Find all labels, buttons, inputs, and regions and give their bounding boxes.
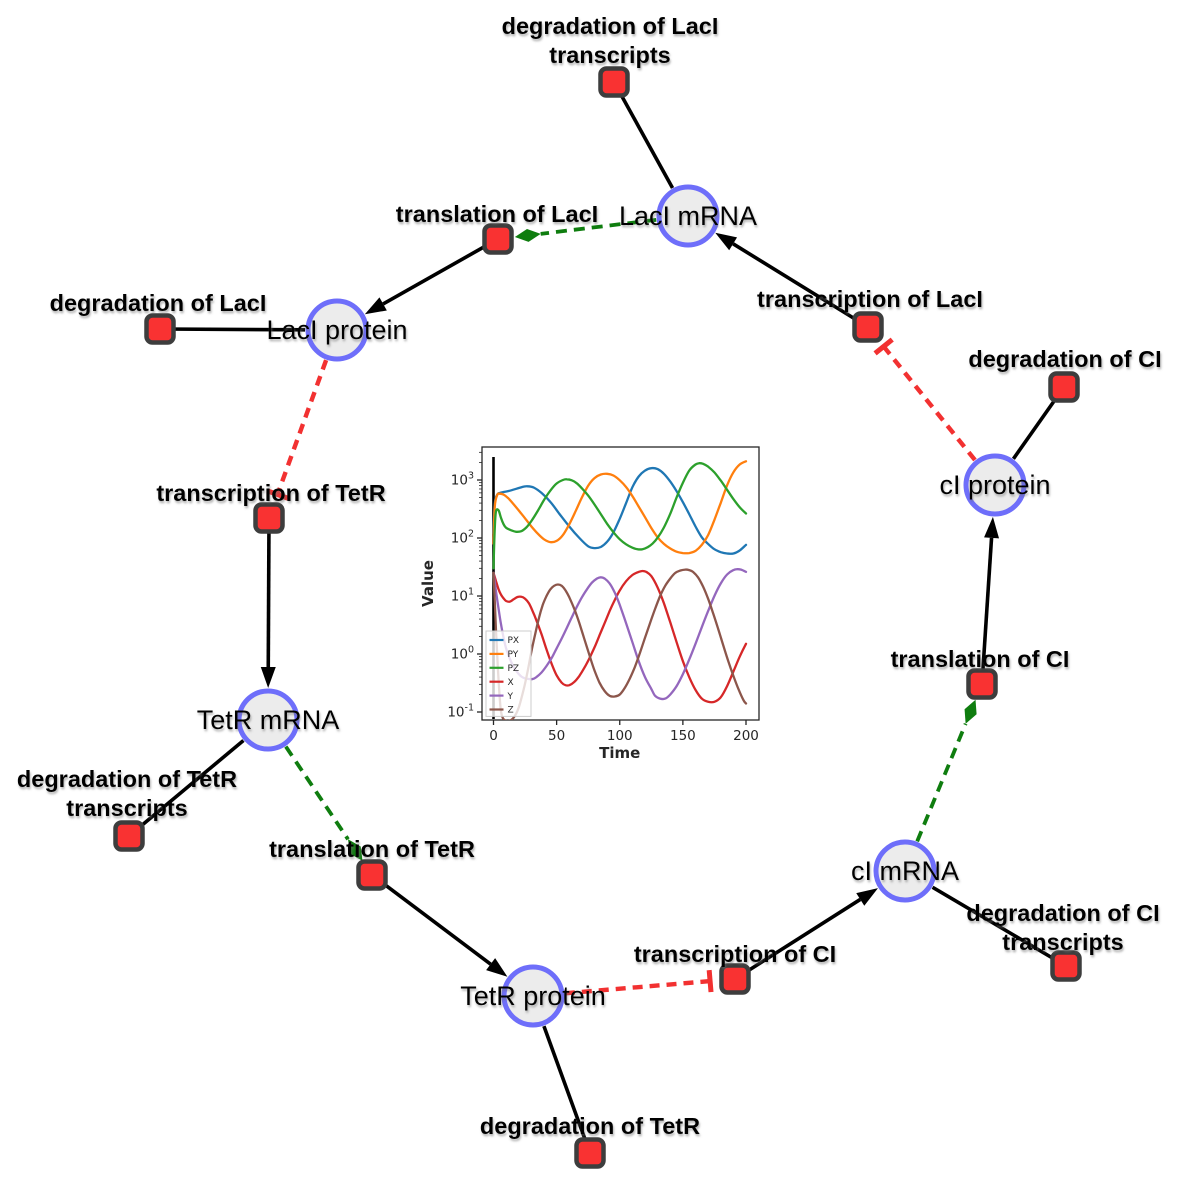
reaction-label-deg_tetr_tx-line2: transcripts: [66, 795, 187, 821]
reaction-label-deg_tetr-line1: degradation of TetR: [480, 1113, 700, 1139]
species-label-ci_mrna: cI mRNA: [851, 856, 959, 886]
species-label-ci_protein: cI protein: [939, 470, 1050, 500]
edge-consumption-tetr_protein-deg_tetr: [542, 1025, 592, 1154]
chart-axes-box: [481, 446, 760, 721]
reaction-label-transcr_ci-line1: transcription of CI: [634, 941, 836, 967]
arrowhead-icon: [715, 232, 738, 251]
edge-consumption-ci_mrna-deg_ci_tx: [931, 885, 1067, 968]
reaction-node-transl_ci[interactable]: [966, 668, 998, 700]
arrowhead-icon: [856, 888, 878, 906]
x-tick-label-50: 50: [548, 728, 565, 744]
tee-inhibitor-icon: [266, 488, 289, 501]
y-tick-label-1e3: 103: [451, 471, 474, 489]
legend-label-Y: Y: [507, 692, 514, 702]
edge-consumption-laci_protein-deg_laci: [159, 327, 306, 332]
nodes-layer: [113, 66, 1082, 1169]
series-X: [492, 569, 748, 704]
x-tick-label-200: 200: [733, 728, 759, 744]
reaction-node-transl_laci[interactable]: [482, 223, 514, 255]
reaction-node-deg_tetr_tx[interactable]: [113, 820, 145, 852]
reaction-node-deg_laci[interactable]: [144, 313, 176, 345]
species-label-laci_protein: LacI protein: [266, 315, 407, 345]
species-label-tetr_mrna: TetR mRNA: [197, 705, 340, 735]
edge-consumption-tetr_mrna-deg_tetr_tx: [127, 739, 245, 838]
diamond-arrowhead-icon: [514, 228, 541, 242]
legend-label-PY: PY: [508, 650, 519, 660]
x-tick-label-100: 100: [607, 728, 633, 744]
edge-production-laci_protein-transl_laci: [364, 237, 499, 315]
edges-layer: [127, 81, 1067, 1154]
edge-production-ci_protein-transl_ci: [980, 516, 1000, 685]
x-tick-label-150: 150: [670, 728, 696, 744]
reaction-node-deg_ci_tx[interactable]: [1050, 950, 1082, 982]
legend-label-PX: PX: [508, 636, 520, 646]
chart-legend: PX PY PZ XYZ: [485, 630, 532, 717]
edge-consumption-laci_mrna-deg_laci_tx: [612, 81, 675, 189]
reaction-node-transcr_tetr[interactable]: [253, 502, 285, 534]
labels-layer: LacI mRNA LacI protein TetR mRNA TetR prote…: [17, 13, 1162, 1139]
arrowhead-icon: [984, 516, 1000, 539]
series-PZ: [492, 462, 748, 570]
y-tick-label-1e1: 101: [451, 587, 474, 605]
edge-modifier-laci_mrna-transl_laci: [514, 217, 657, 242]
edge-modifier-tetr_mrna-transl_tetr: [284, 745, 363, 861]
y-axis-label: Value: [419, 560, 437, 607]
reaction-node-deg_laci_tx[interactable]: [598, 66, 630, 98]
species-node-tetr_mrna[interactable]: [236, 688, 300, 752]
diamond-arrowhead-icon: [348, 839, 363, 861]
species-node-tetr_protein[interactable]: [501, 964, 565, 1028]
y-tick-label-1e-1: 10-1: [447, 703, 474, 721]
species-node-laci_protein[interactable]: [305, 298, 369, 362]
reaction-node-deg_ci[interactable]: [1048, 371, 1080, 403]
reaction-label-deg_ci_tx-line1: degradation of CI: [966, 900, 1159, 926]
series-PY: [492, 460, 748, 555]
reaction-label-deg_ci_tx-line2: transcripts: [1002, 929, 1123, 955]
x-axis-label: Time: [599, 744, 640, 762]
edge-inhibition-ci_protein-transcr_laci: [873, 337, 977, 462]
reaction-label-deg_tetr_tx-line1: degradation of TetR: [17, 766, 237, 792]
species-label-tetr_protein: TetR protein: [460, 981, 606, 1011]
y-tick-label-1e0: 100: [451, 645, 474, 663]
legend-label-X: X: [508, 678, 514, 688]
edge-production-tetr_mrna-transcr_tetr: [260, 517, 276, 689]
reaction-node-transcr_ci[interactable]: [719, 963, 751, 995]
reaction-node-deg_tetr[interactable]: [574, 1137, 606, 1169]
edge-production-ci_mrna-transcr_ci: [734, 888, 878, 981]
reaction-label-transl_laci-line1: translation of LacI: [396, 201, 598, 227]
edge-modifier-ci_mrna-transl_ci: [915, 699, 977, 843]
reaction-label-deg_ci-line1: degradation of CI: [968, 346, 1161, 372]
diamond-arrowhead-icon: [964, 699, 977, 724]
species-node-ci_protein[interactable]: [963, 453, 1027, 517]
x-tick-label-0: 0: [489, 728, 498, 744]
reaction-label-transl_tetr-line1: translation of TetR: [269, 836, 475, 862]
tee-inhibitor-icon: [873, 337, 894, 356]
reaction-label-deg_laci-line1: degradation of LacI: [50, 290, 267, 316]
legend-label-PZ: PZ: [508, 664, 520, 674]
arrowhead-icon: [260, 666, 276, 689]
reaction-label-transcr_laci-line1: transcription of LacI: [757, 286, 983, 312]
species-node-laci_mrna[interactable]: [656, 184, 720, 248]
series-PX: [492, 466, 748, 555]
reaction-label-deg_laci_tx-line2: transcripts: [549, 42, 670, 68]
reaction-node-transcr_laci[interactable]: [852, 311, 884, 343]
species-node-ci_mrna[interactable]: [873, 839, 937, 903]
reaction-label-transcr_tetr-line1: transcription of TetR: [156, 480, 385, 506]
species-label-laci_mrna: LacI mRNA: [619, 201, 757, 231]
edge-inhibition-laci_protein-transcr_tetr: [266, 359, 329, 501]
legend-label-Z: Z: [508, 706, 514, 716]
reaction-label-transl_ci-line1: translation of CI: [891, 646, 1070, 672]
y-tick-label-1e2: 102: [451, 529, 474, 547]
arrowhead-icon: [364, 297, 387, 315]
edge-inhibition-tetr_protein-transcr_ci: [564, 969, 714, 996]
reaction-label-deg_laci_tx-line1: degradation of LacI: [502, 13, 719, 39]
arrowhead-icon: [486, 958, 508, 977]
edge-production-tetr_protein-transl_tetr: [370, 873, 508, 977]
edge-production-laci_mrna-transcr_laci: [715, 232, 869, 329]
reaction-node-transl_tetr[interactable]: [356, 859, 388, 891]
tee-inhibitor-icon: [706, 969, 714, 993]
